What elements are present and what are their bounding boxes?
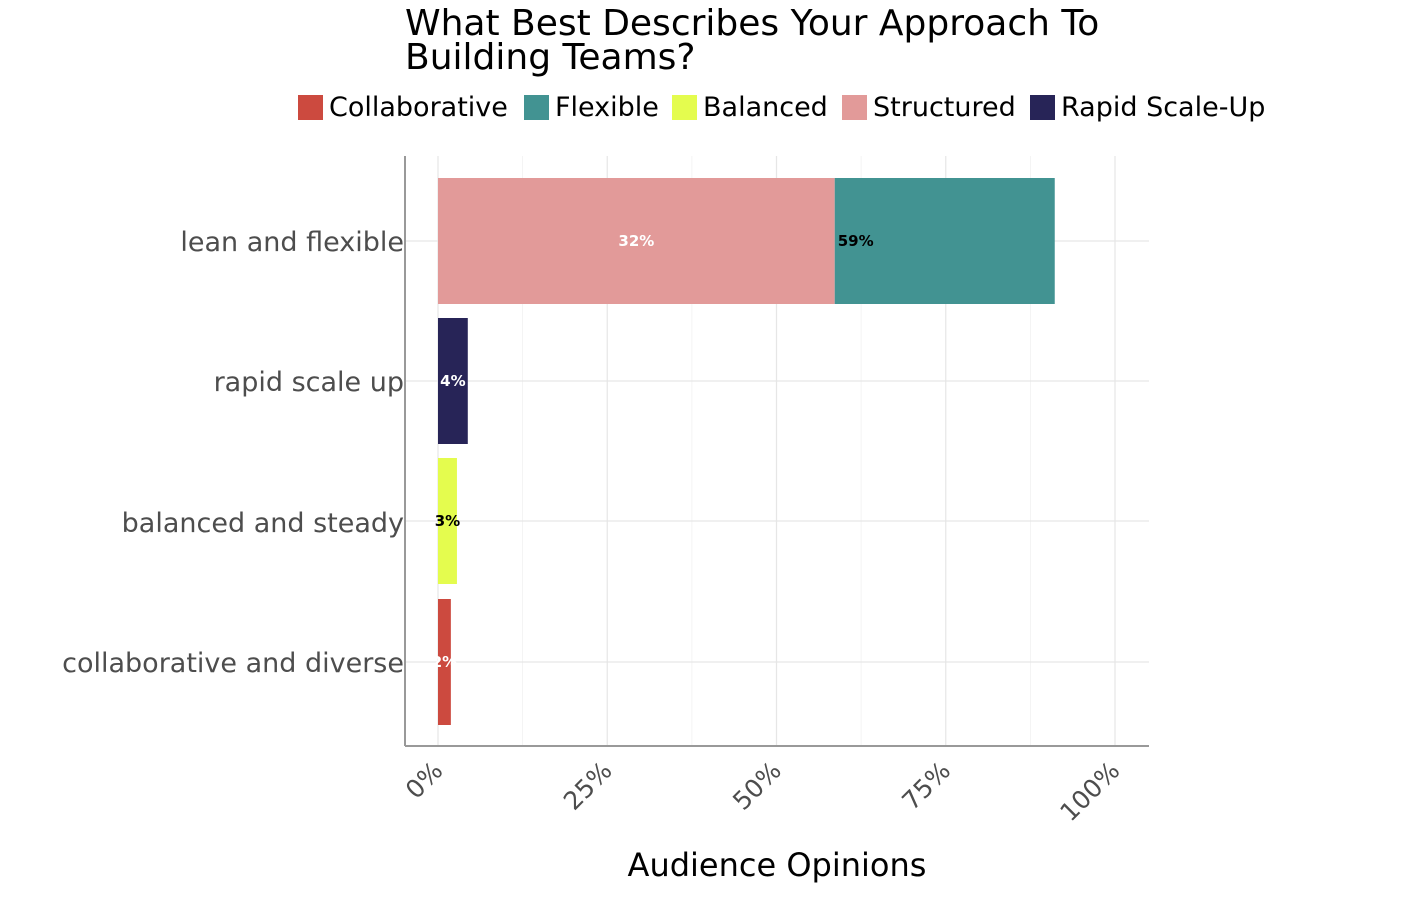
chart-title-line-1: What Best Describes Your Approach To xyxy=(405,3,1099,44)
legend-swatch-flexible xyxy=(524,95,549,120)
legend-swatch-structured xyxy=(842,95,867,120)
legend-label-flexible: Flexible xyxy=(555,92,659,123)
data-label: 59% xyxy=(838,232,874,250)
x-tick-label: 0% xyxy=(400,756,449,805)
legend-swatch-collaborative xyxy=(298,95,323,120)
category-label-collaborative-and-diverse: collaborative and diverse xyxy=(62,648,404,679)
legend: Collaborative Flexible Balanced Structur… xyxy=(298,92,1265,123)
data-label: 32% xyxy=(618,232,654,250)
legend-swatch-rapid-scale-up xyxy=(1030,95,1055,120)
category-label-lean-and-flexible: lean and flexible xyxy=(180,227,404,258)
category-label-rapid-scale-up: rapid scale up xyxy=(214,367,404,398)
category-label-balanced-and-steady: balanced and steady xyxy=(122,508,404,539)
x-tick-label: 75% xyxy=(896,756,956,816)
legend-swatch-balanced xyxy=(672,95,697,120)
legend-label-structured: Structured xyxy=(873,92,1016,123)
x-axis-title: Audience Opinions xyxy=(628,846,927,884)
category-labels: lean and flexible rapid scale up balance… xyxy=(62,227,404,679)
bar-collaborative xyxy=(438,599,451,725)
data-label: 4% xyxy=(440,372,465,390)
x-tick-label: 100% xyxy=(1054,756,1125,827)
bar-flexible xyxy=(834,178,1055,304)
bar-rapid-scale-up xyxy=(438,318,468,444)
bars xyxy=(438,178,1055,725)
data-label: 3% xyxy=(435,512,460,530)
x-tick-labels: 0% 25% 50% 75% 100% xyxy=(400,756,1126,827)
x-tick-label: 25% xyxy=(558,756,618,816)
chart-title-line-2: Building Teams? xyxy=(405,37,696,78)
legend-label-rapid-scale-up: Rapid Scale-Up xyxy=(1061,92,1265,123)
bar-balanced xyxy=(438,458,457,584)
legend-label-collaborative: Collaborative xyxy=(329,92,508,123)
data-labels: 32% 59% 4% 3% 2% xyxy=(432,232,874,671)
x-tick-label: 50% xyxy=(727,756,787,816)
bar-structured xyxy=(438,178,835,304)
legend-label-balanced: Balanced xyxy=(703,92,828,123)
data-label: 2% xyxy=(432,653,457,671)
